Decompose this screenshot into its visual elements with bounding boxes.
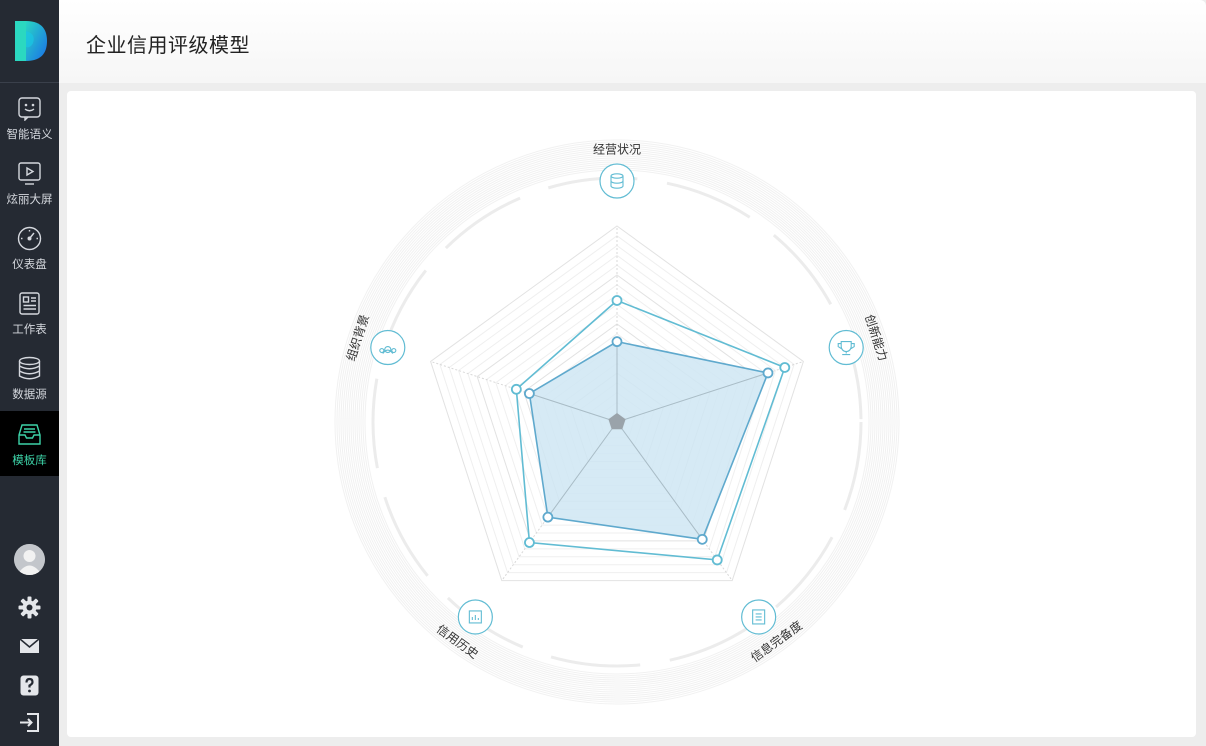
decor-ring xyxy=(348,153,886,691)
axis-line-inner xyxy=(547,421,618,518)
mail-icon[interactable] xyxy=(17,634,42,659)
page-header: 企业信用评级模型 xyxy=(59,0,1206,83)
data-point xyxy=(611,295,623,306)
chat-smile-icon xyxy=(18,97,41,121)
chart-panel: 经营状况 创新能力 信息完备度 信用历史 组织背景 xyxy=(67,91,1196,737)
center-marker xyxy=(608,413,626,430)
data-point xyxy=(611,336,623,348)
sidebar-item-label: 炫丽大屏 xyxy=(6,192,53,206)
decor-ring xyxy=(334,139,900,705)
data-point xyxy=(711,554,723,566)
sidebar-item-label: 工作表 xyxy=(12,322,47,336)
avatar[interactable] xyxy=(14,544,45,575)
worksheet-icon xyxy=(19,292,40,315)
gauge-icon xyxy=(17,226,42,251)
trophy-badge xyxy=(828,329,864,366)
sidebar-item-label: 仪表盘 xyxy=(12,257,47,271)
user-avatar-icon xyxy=(14,544,45,575)
document-icon xyxy=(752,609,766,625)
data-point xyxy=(523,388,535,399)
grid-ring xyxy=(448,244,786,566)
decor-ring xyxy=(356,161,878,683)
decor-ring xyxy=(344,149,890,695)
chart-icon xyxy=(468,610,482,624)
grid-ring xyxy=(439,235,795,574)
decor-ring xyxy=(352,157,882,687)
data-point xyxy=(779,362,791,373)
data-point xyxy=(762,367,774,379)
axis-line-inner xyxy=(616,421,703,540)
axis-line-inner xyxy=(529,393,618,423)
sidebar-item-dashboard[interactable]: 仪表盘 xyxy=(0,215,59,280)
decor-ring xyxy=(338,143,896,701)
data-point xyxy=(542,511,554,523)
sidebar: 智能语义 炫丽大屏 仪表盘 工作表 xyxy=(0,0,59,746)
page-title: 企业信用评级模型 xyxy=(86,33,250,57)
data-point xyxy=(696,533,708,545)
grid-ring xyxy=(476,274,758,542)
series-area xyxy=(528,340,770,541)
logo[interactable] xyxy=(0,0,59,83)
grid-ring xyxy=(430,225,804,582)
grid-ring xyxy=(457,254,777,558)
sidebar-item-dazzling-screen[interactable]: 炫丽大屏 xyxy=(0,150,59,215)
data-point xyxy=(510,383,522,395)
decor-ring xyxy=(354,159,880,685)
sidebar-item-label: 智能语义 xyxy=(6,127,53,141)
data-point xyxy=(524,537,535,548)
trophy-icon xyxy=(837,340,855,356)
sidebar-item-template-library[interactable]: 模板库 xyxy=(0,411,59,476)
indicator-label: 经营状况 xyxy=(593,143,641,157)
decor-ring xyxy=(350,155,884,689)
database-icon xyxy=(18,356,41,380)
axis-line-inner xyxy=(616,372,769,423)
decor-ring xyxy=(340,145,894,699)
sidebar-item-worksheet[interactable]: 工作表 xyxy=(0,280,59,345)
logout-icon[interactable] xyxy=(17,710,42,735)
grid-ring xyxy=(467,264,767,550)
database-badge xyxy=(599,163,635,199)
database-icon xyxy=(610,173,624,189)
template-library-icon xyxy=(18,424,41,445)
logo-icon xyxy=(15,21,47,61)
people-icon xyxy=(379,345,397,354)
help-icon[interactable] xyxy=(17,673,42,698)
play-screen-icon xyxy=(18,162,41,185)
sidebar-item-data-source[interactable]: 数据源 xyxy=(0,345,59,410)
people-badge xyxy=(370,329,406,366)
sidebar-item-label: 模板库 xyxy=(12,453,47,467)
gear-icon[interactable] xyxy=(17,595,42,620)
series-area xyxy=(515,299,786,561)
sidebar-item-smart-semantics[interactable]: 智能语义 xyxy=(0,85,59,150)
decor-ring xyxy=(346,151,888,693)
sidebar-item-label: 数据源 xyxy=(12,387,47,401)
decor-ring xyxy=(342,147,892,697)
decor-ring xyxy=(336,141,898,703)
